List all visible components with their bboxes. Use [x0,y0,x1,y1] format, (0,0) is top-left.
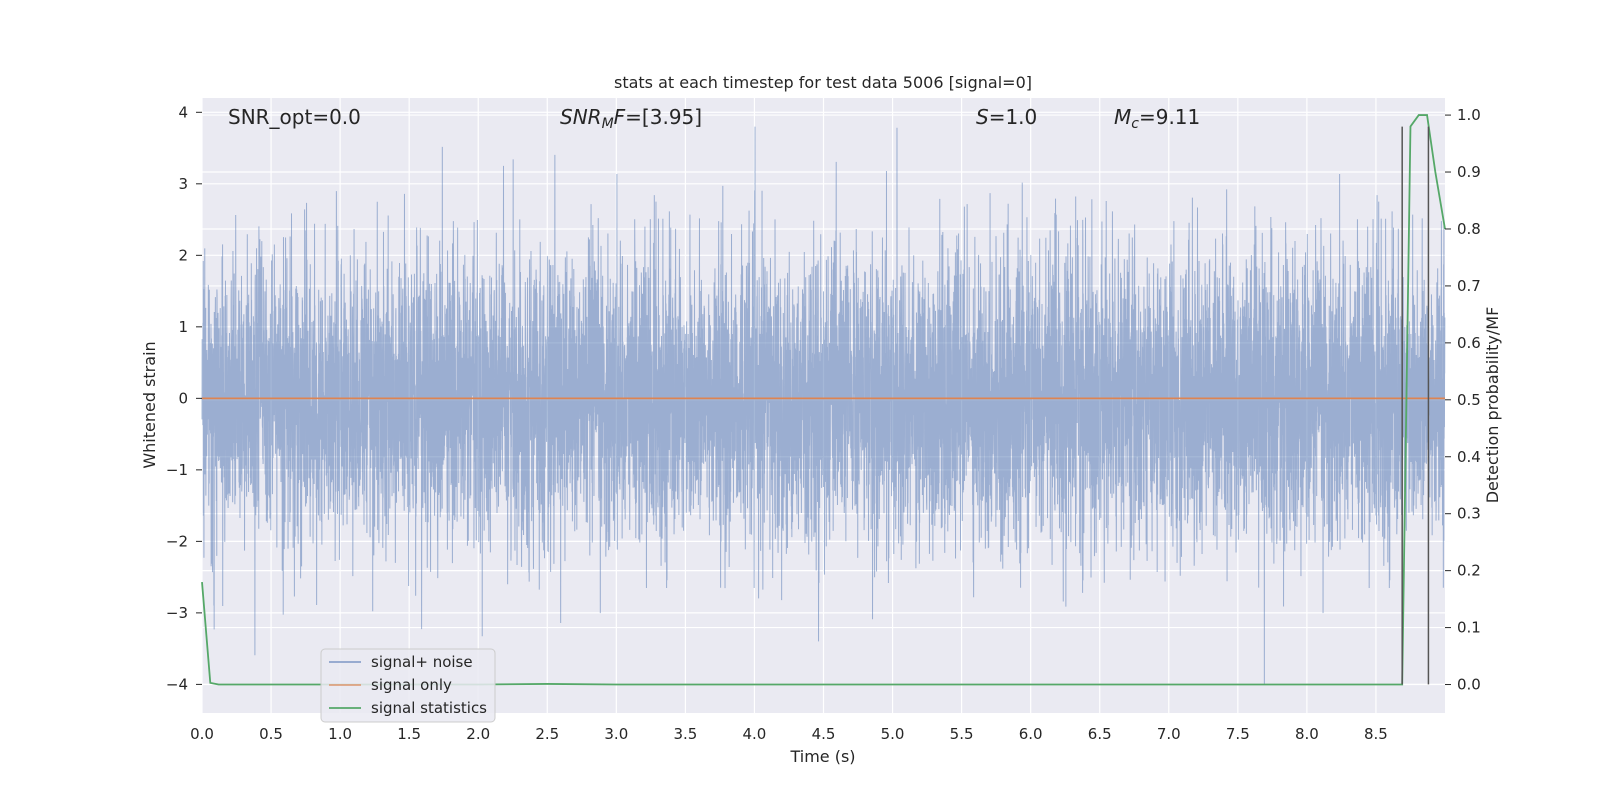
annotation-s: S=1.0 [976,105,1037,129]
y-tick-label: −2 [166,532,188,550]
y-tick-label: 0 [178,389,188,407]
y-axis-label: Whitened strain [140,341,159,468]
annotation-snr-mf-sub: M [602,116,614,132]
y2-tick-label: 0.0 [1457,676,1481,694]
x-tick-label: 7.5 [1226,725,1250,743]
noise-series [201,126,1446,685]
annotation-mc-value: =9.11 [1139,105,1200,129]
annotation-mc: Mc=9.11 [1114,105,1200,132]
y-tick-label: 3 [178,175,188,193]
x-tick-label: 3.5 [673,725,697,743]
x-tick-label: 8.5 [1364,725,1388,743]
annotation-mc-sub: c [1131,116,1139,132]
signal-statistics-line [201,114,1446,686]
legend-label-signal-statistics: signal statistics [371,699,487,717]
y-tick-label: 2 [178,246,188,264]
y2-tick-label: 0.9 [1457,163,1481,181]
y2-tick-label: 0.1 [1457,619,1481,637]
y-tick-label: 4 [178,103,188,121]
x-tick-label: 7.0 [1157,725,1181,743]
chart-title: stats at each timestep for test data 500… [614,73,1032,92]
legend-label-signal-noise: signal+ noise [371,653,473,671]
y2-tick-label: 0.5 [1457,391,1481,409]
y2-tick-label: 1.0 [1457,106,1481,124]
y2-ticks: 1.0 0.9 0.8 0.7 0.6 0.5 0.4 0.3 0.2 0.1 0.0 [1445,106,1481,694]
x-tick-label: 4.5 [812,725,836,743]
annotation-mc-sym: M [1114,105,1131,129]
y2-tick-label: 0.2 [1457,562,1481,580]
y-tick-label: −1 [166,461,188,479]
annotation-snr-mf-value: =[3.95] [625,105,702,129]
x-tick-label: 5.0 [881,725,905,743]
line-series [201,114,1446,686]
x-tick-label: 2.5 [535,725,559,743]
y2-tick-label: 0.7 [1457,277,1481,295]
x-tick-label: 1.0 [328,725,352,743]
y2-tick-label: 0.8 [1457,220,1481,238]
y-tick-label: −3 [166,604,188,622]
x-tick-label: 0.0 [190,725,214,743]
x-tick-label: 2.0 [466,725,490,743]
legend: signal+ noise signal only signal statist… [320,648,496,723]
annotation-s-value: =1.0 [989,105,1038,129]
x-ticks: 0.0 0.5 1.0 1.5 2.0 2.5 3.0 3.5 4.0 4.5 5.0 5.5 6.0 6… [190,725,1388,743]
signal-noise-line [201,126,1446,685]
annotation-snr-mf-tail: F [614,105,626,129]
legend-box [320,648,496,723]
y-tick-label: −4 [166,675,188,693]
annotation-snr-mf: SNRMF=[3.95] [560,105,702,132]
x-tick-label: 5.5 [950,725,974,743]
x-tick-label: 4.0 [743,725,767,743]
y-ticks: 4 3 2 1 0 −1 −2 −3 −4 [166,103,202,693]
annotation-snr-opt: SNR_opt=0.0 [228,105,361,129]
y2-tick-label: 0.6 [1457,334,1481,352]
x-tick-label: 6.0 [1019,725,1043,743]
legend-label-signal-only: signal only [371,676,452,694]
x-tick-label: 0.5 [259,725,283,743]
x-tick-label: 3.0 [604,725,628,743]
x-tick-label: 1.5 [397,725,421,743]
annotation-snr-mf-sym: SNR [560,105,602,129]
y-tick-label: 1 [178,318,188,336]
annotation-s-sym: S [976,105,989,129]
y2-tick-label: 0.3 [1457,505,1481,523]
x-tick-label: 8.0 [1295,725,1319,743]
x-tick-label: 6.5 [1088,725,1112,743]
y2-tick-label: 0.4 [1457,448,1481,466]
y2-axis-label: Detection probability/MF [1483,307,1502,504]
x-axis-label: Time (s) [789,747,855,766]
